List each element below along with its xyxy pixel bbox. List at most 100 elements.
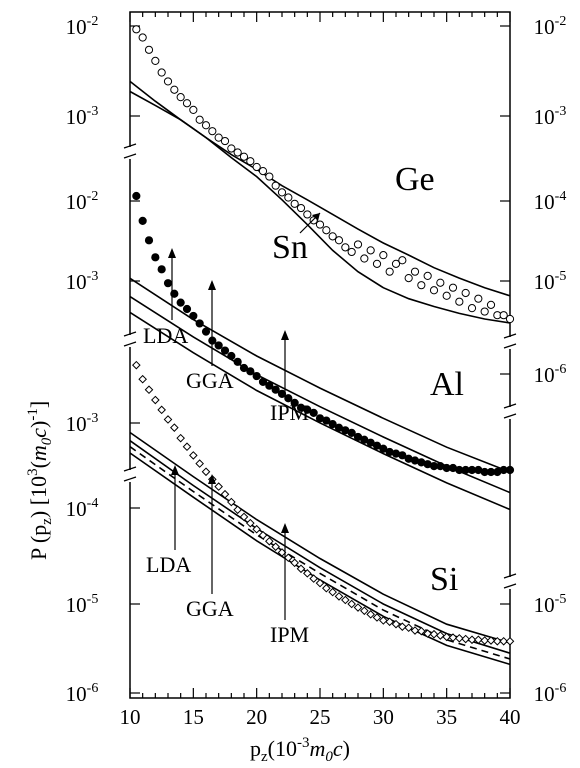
data-point-si (201, 467, 211, 477)
data-point-ge (360, 254, 369, 263)
data-point-ge (474, 294, 483, 303)
data-point-al (189, 311, 198, 321)
data-point-al (227, 351, 236, 361)
data-point-ge (157, 68, 166, 77)
data-point-si (391, 619, 401, 629)
data-point-ge (410, 267, 420, 276)
x-tick-label: 25 (310, 705, 331, 729)
data-point-al (214, 341, 223, 350)
y-axis-label: P (pz) [103(m0c)-1] (25, 401, 55, 560)
al-arrowhead-gga (208, 280, 216, 290)
data-point-ge (398, 256, 407, 265)
si-arrowhead-ipm (281, 523, 289, 533)
data-point-al (309, 408, 318, 417)
data-point-si (505, 636, 515, 646)
data-point-si (189, 451, 198, 460)
series-line-ge-ge (129, 80, 511, 297)
data-point-ge (372, 259, 382, 268)
data-point-al (322, 416, 331, 425)
data-point-ge (334, 236, 344, 245)
data-point-ge (467, 304, 477, 313)
data-point-si (398, 622, 407, 631)
axis-breaks (123, 143, 517, 589)
data-point-si (233, 505, 242, 515)
data-point-si (176, 433, 185, 443)
data-point-si (252, 524, 261, 534)
data-point-al (372, 441, 382, 450)
data-point-al (138, 216, 147, 225)
data-point-ge (328, 232, 337, 241)
axis-break (123, 331, 137, 347)
data-point-ge (442, 291, 451, 300)
ticks (129, 12, 511, 698)
data-point-ge (258, 166, 268, 176)
data-point-ge (429, 286, 439, 295)
data-point-ge (246, 157, 255, 166)
axis-break (503, 573, 517, 589)
series-line-al-ipm (129, 311, 511, 511)
data-point-si (499, 636, 508, 646)
data-point-si (157, 405, 166, 415)
data-point-al (290, 398, 299, 407)
data-point-si (138, 374, 147, 384)
x-tick-label: 35 (436, 705, 457, 729)
data-point-si (429, 629, 439, 639)
al-label-ipm: IPM (270, 400, 309, 425)
data-point-si (151, 395, 160, 405)
series-line-si-gga-dashed- (129, 446, 511, 660)
data-point-al (201, 327, 211, 336)
y-tick-label-left: 10-5 (66, 592, 99, 617)
y-tick-label-right: 10-6 (534, 681, 567, 706)
axis-break-gap (505, 407, 515, 419)
sn-arrowhead (312, 213, 320, 221)
data-point-ge (385, 267, 394, 276)
data-point-al (265, 381, 274, 390)
data-point-ge (296, 203, 306, 213)
data-point-si (214, 482, 223, 491)
data-point-si (353, 603, 363, 612)
si-arrowhead-gga (208, 474, 216, 484)
data-point-ge (341, 243, 350, 252)
data-point-al (163, 279, 173, 288)
data-point-ge (233, 148, 242, 157)
data-point-si (265, 536, 274, 546)
axis-break (503, 333, 517, 349)
data-point-al (328, 420, 337, 429)
data-point-si (303, 569, 312, 578)
data-point-si (290, 558, 299, 568)
data-point-ge (505, 314, 515, 324)
data-point-ge (461, 288, 470, 298)
x-tick-label: 20 (246, 705, 267, 729)
data-point-si (347, 599, 356, 609)
axis-break-gap (125, 335, 135, 347)
y-tick-label-left: 10-3 (66, 269, 99, 294)
data-point-al (239, 363, 249, 373)
si-arrowhead-lda (171, 465, 179, 475)
data-point-si (132, 360, 141, 370)
data-point-ge (417, 281, 426, 290)
data-point-si (404, 623, 413, 633)
al-arrowhead-lda (168, 248, 176, 258)
y-tick-label-right: 10-4 (534, 189, 567, 214)
axis-break (123, 143, 137, 159)
si-label-ipm: IPM (270, 622, 309, 647)
data-point-si (182, 442, 192, 452)
data-point-si (170, 423, 179, 432)
data-point-al (246, 367, 255, 376)
al-arrowhead-ipm (281, 330, 289, 340)
y-tick-label-left: 10-4 (66, 496, 99, 521)
data-point-al (151, 253, 160, 262)
data-point-ge (144, 45, 154, 54)
data-point-si (467, 635, 477, 645)
data-point-si (341, 595, 350, 605)
data-point-ge (404, 274, 413, 283)
data-point-al (505, 465, 515, 475)
data-point-si (315, 578, 325, 588)
data-point-ge (423, 271, 432, 281)
data-point-ge (252, 162, 261, 172)
data-point-si (366, 610, 375, 619)
data-point-ge (227, 144, 236, 153)
data-point-al (132, 191, 141, 201)
x-tick-label: 10 (120, 705, 141, 729)
